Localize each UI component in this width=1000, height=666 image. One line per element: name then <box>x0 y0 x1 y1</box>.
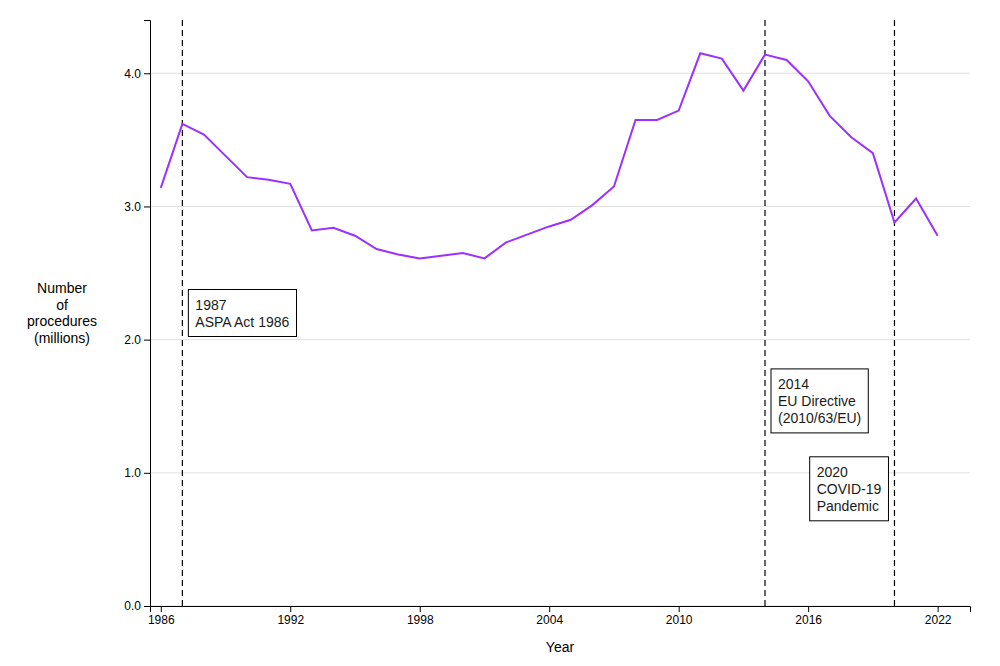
x-tick: 2010 <box>666 606 693 627</box>
x-tick-mark <box>808 606 809 612</box>
annotation: 2014EU Directive(2010/63/EU) <box>771 369 868 433</box>
y-tick-mark <box>144 73 150 74</box>
x-tick-label: 1986 <box>148 613 175 627</box>
y-tick-label: 1.0 <box>124 466 141 480</box>
x-tick-mark <box>938 606 939 612</box>
annotation-box <box>771 369 868 433</box>
chart: 1986 1992 1998 2004 2010 2016 2022 0.0 1.0 2.0 3.0… <box>0 0 1000 666</box>
grid-line <box>150 206 970 207</box>
annotation-line <box>182 20 183 606</box>
annotation-text: 2014EU Directive(2010/63/EU) <box>778 376 861 426</box>
y-tick-label: 3.0 <box>124 200 141 214</box>
x-axis: 1986 1992 1998 2004 2010 2016 2022 <box>148 606 971 627</box>
grid-line <box>150 73 970 74</box>
annotations: 1987ASPA Act 1986 2014EU Directive(2010/6… <box>188 290 888 521</box>
y-tick: 3.0 <box>124 200 150 214</box>
x-axis-label: Year <box>546 639 575 655</box>
plot-area: 1986 1992 1998 2004 2010 2016 2022 0.0 1.0 2.0 3.0… <box>124 20 970 627</box>
annotation: 2020COVID-19Pandemic <box>810 457 889 521</box>
x-tick-label: 2022 <box>925 613 952 627</box>
y-tick: 4.0 <box>124 67 150 81</box>
x-tick: 1992 <box>277 606 304 627</box>
x-tick-label: 1992 <box>277 613 304 627</box>
x-axis-line <box>151 607 971 613</box>
x-tick-mark <box>290 606 291 612</box>
annotation-box <box>188 290 296 337</box>
y-tick-mark <box>144 340 150 341</box>
annotation-text: 2020COVID-19Pandemic <box>817 464 882 514</box>
x-tick: 2004 <box>536 606 563 627</box>
x-tick: 2016 <box>795 606 822 627</box>
x-tick-mark <box>161 606 162 612</box>
x-tick-label: 2010 <box>666 613 693 627</box>
grid <box>150 73 970 606</box>
y-tick-label: 0.0 <box>124 599 141 613</box>
x-tick-label: 2004 <box>536 613 563 627</box>
y-tick-label: 2.0 <box>124 333 141 347</box>
line <box>161 53 938 258</box>
y-tick-mark <box>144 473 150 474</box>
annotation-box <box>810 457 889 521</box>
annotation-text: 1987ASPA Act 1986 <box>195 297 289 330</box>
annotation-line <box>764 20 765 606</box>
y-tick: 1.0 <box>124 466 150 480</box>
x-tick-mark <box>420 606 421 612</box>
y-tick-label: 4.0 <box>124 67 141 81</box>
annotation-line <box>894 20 895 606</box>
y-axis-label: Numberofprocedures(millions) <box>27 280 97 346</box>
y-tick-mark <box>144 206 150 207</box>
x-tick-mark <box>549 606 550 612</box>
x-tick: 1998 <box>407 606 434 627</box>
x-tick: 1986 <box>148 606 175 627</box>
y-tick: 2.0 <box>124 333 150 347</box>
annotation: 1987ASPA Act 1986 <box>188 290 296 337</box>
x-tick-mark <box>679 606 680 612</box>
y-tick: 0.0 <box>124 599 150 613</box>
x-tick-label: 1998 <box>407 613 434 627</box>
x-tick-label: 2016 <box>795 613 822 627</box>
y-axis-line <box>144 21 151 607</box>
grid-line <box>150 339 970 340</box>
y-axis: 0.0 1.0 2.0 3.0 4.0 <box>124 21 150 614</box>
data <box>161 20 938 606</box>
y-tick-mark <box>144 606 150 607</box>
x-tick: 2022 <box>925 606 952 627</box>
